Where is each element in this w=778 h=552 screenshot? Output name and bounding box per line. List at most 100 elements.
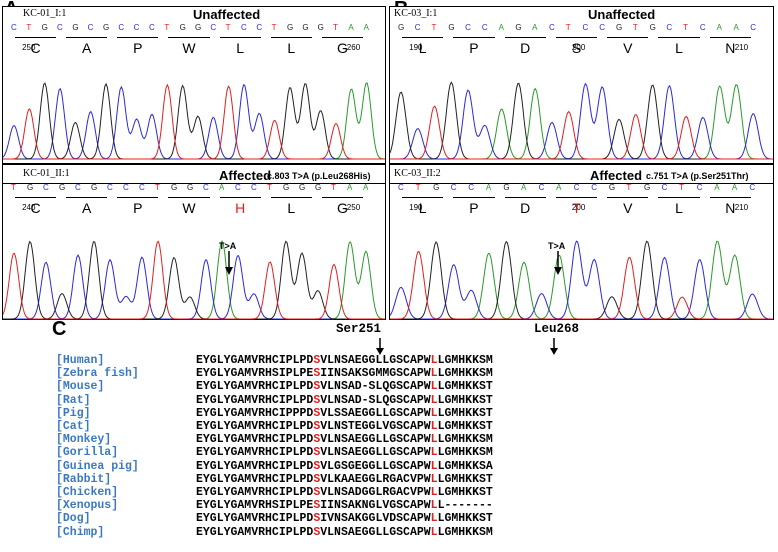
codon-bracket [453,197,495,198]
seq-segment-s1: S [313,433,321,447]
trace-t [3,240,385,320]
base-call: C [118,23,125,32]
seq-segment-s2: L [430,472,438,486]
codon-bracket [168,197,210,198]
seq-segment-pre: EYGLYGAMVRHSIPLPE [196,499,314,513]
seq-segment-s2: L [430,433,438,447]
amino-acid: N [725,40,736,56]
base-call: C [210,23,217,32]
position-number: 210 [734,43,749,52]
species-label: [Pig] [56,406,91,420]
position-number: 200 [571,203,586,212]
half-separator [390,163,773,165]
species-label: [Dog] [56,512,91,526]
panel-letter-c: C [52,318,67,340]
seq-segment-pre: EYGLYGAMVRHCIPLPD [196,380,314,394]
base-call: C [699,23,706,32]
base-call: G [195,23,202,32]
top-status-label: Unaffected [588,7,656,22]
amino-acid: L [287,200,296,216]
seq-segment-s1: S [313,420,321,433]
base-call: C [450,183,457,192]
base-call: A [348,23,354,32]
amino-acid: L [675,40,683,56]
seq-segment-pre: EYGLYGAMVRHCIPLPD [196,433,314,447]
base-call: A [733,23,739,32]
seq-segment-s2: L [430,486,438,499]
seq-segment-pre: EYGLYGAMVRHCIPLPD [196,393,314,407]
seq-segment-s1: S [313,525,321,539]
codon-bracket [117,197,159,198]
base-call: G [41,23,48,32]
base-call: T [267,183,272,192]
codon-bracket [709,37,751,38]
seq-segment-post: LGMHKKSM [437,354,493,367]
seq-segment-s2: L [430,406,438,420]
base-call: G [72,23,79,32]
species-label: [Guinea pig] [56,459,139,473]
mutation-arrow-label: T>A [219,241,237,251]
base-call: G [59,183,66,192]
seq-segment-pre: EYGLYGAMVRHCIPLPD [196,472,314,486]
base-call: T [415,183,421,192]
species-label: [Monkey] [56,433,112,447]
base-call: A [498,23,504,32]
trace-t [3,83,385,160]
base-call: G [616,23,623,32]
seq-segment-post: LGMHKKSA [437,459,493,473]
codon-bracket [219,197,261,198]
base-call: G [398,23,405,32]
alignment-sequence: EYGLYGAMVRHCIPLPDSVLNSTEGGLVGSCAPWLLGMHK… [196,420,493,433]
codon-bracket [555,37,598,38]
codon-bracket [117,37,159,38]
codon-bracket [504,197,546,198]
seq-segment-mid: VLNSAD-SLQGSCAPW [320,393,431,407]
seq-segment-post: LGMHKKSM [437,446,493,460]
trace-t [390,105,773,160]
codon-bracket [607,197,649,198]
codon-bracket [321,197,363,198]
base-call: A [714,183,720,192]
codon-bracket [15,197,57,198]
amino-acid: W [182,40,196,56]
alignment-sequence: EYGLYGAMVRHCIPLPDSVLNSAD-SLQGSCAPWLLGMHK… [196,394,493,407]
base-call: C [591,183,598,192]
amino-acid: A [82,200,92,216]
seq-segment-s1: S [313,459,321,473]
seq-segment-s1: S [313,472,321,486]
species-label: [Zebra fish] [56,367,139,381]
mutation-note: c.751 T>A (p.Ser251Thr) [646,171,749,181]
base-call: T [225,23,231,32]
base-call: C [75,183,81,192]
seq-segment-mid: VLNSAEGGLLGSCAPW [320,446,431,460]
base-call: G [171,183,178,192]
base-call: G [608,183,616,192]
base-call: C [133,23,140,32]
base-call: C [465,23,471,32]
alignment-sequence: EYGLYGAMVRHCIPLPDSVLNSAEGGLLGSCAPWLLGMHK… [196,526,493,539]
position-number: 200 [571,43,586,52]
base-call: G [317,23,324,32]
species-label: [Rabbit] [56,472,112,486]
trace-g [3,82,385,160]
species-label: [Human] [56,354,105,367]
base-call: C [468,183,475,192]
species-label: [Cat] [56,420,91,433]
amino-acid: L [418,40,427,56]
seq-segment-s1: S [313,446,321,460]
amino-acid: C [30,40,41,56]
base-call: G [299,183,306,192]
amino-acid: S [571,40,582,56]
base-call: C [696,183,703,192]
mutation-arrow [225,251,233,275]
seq-segment-s2: L [430,354,438,367]
amino-acid: L [287,40,296,56]
base-call: C [123,183,129,192]
seq-segment-post: LGMHKKST [437,486,493,499]
base-call: G [187,183,194,192]
position-number: 260 [346,43,361,52]
codon-bracket [321,37,363,38]
codon-bracket [555,197,598,198]
